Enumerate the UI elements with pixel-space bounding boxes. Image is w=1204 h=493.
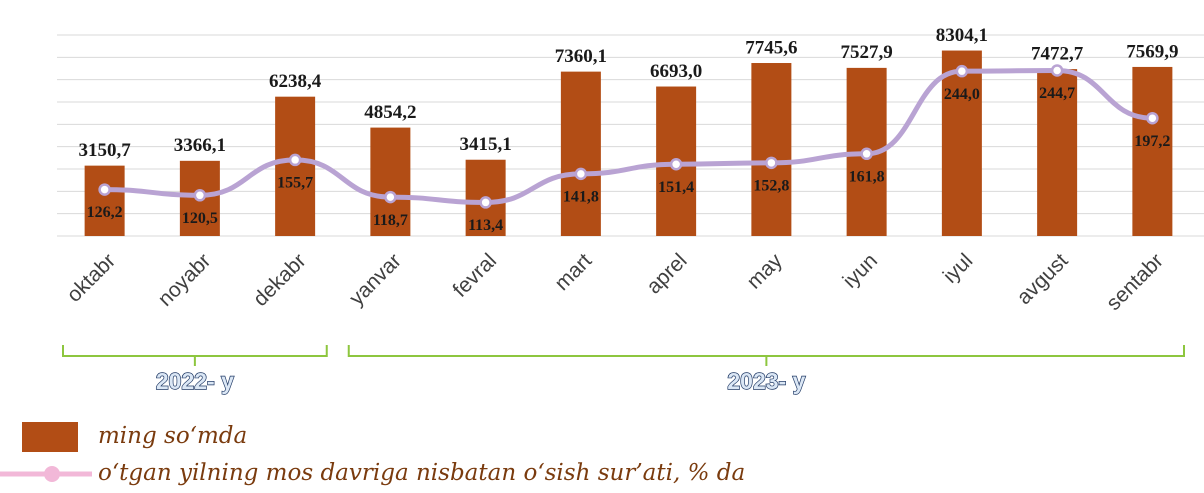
- bar-value-label: 7745,6: [745, 37, 797, 58]
- bar: [941, 50, 982, 237]
- line-marker: [955, 64, 969, 78]
- line-marker: [765, 156, 778, 170]
- bar: [275, 96, 316, 236]
- x-tick-label: oktabr: [63, 249, 121, 307]
- x-tick-label: fevral: [449, 249, 502, 302]
- x-tick-label: avgust: [1013, 249, 1073, 309]
- bar-value-label: 3415,1: [460, 134, 512, 155]
- line-value-label: 161,8: [849, 168, 885, 185]
- line-value-label: 155,7: [277, 175, 313, 192]
- line-marker: [288, 153, 302, 167]
- line-value-label: 118,7: [373, 212, 408, 229]
- bar-value-label: 6238,4: [269, 71, 322, 92]
- x-tick-label: aprel: [642, 249, 691, 298]
- line-marker: [479, 196, 492, 209]
- line-marker: [860, 147, 873, 161]
- x-tick-label: dekabr: [249, 249, 311, 311]
- bar: [751, 63, 792, 236]
- x-tick-label: mart: [550, 249, 596, 295]
- x-tick-label: yanvar: [345, 249, 406, 310]
- line-marker: [1050, 64, 1064, 77]
- x-tick-label: iyun: [839, 249, 883, 293]
- line-marker: [384, 190, 397, 204]
- bar-value-label: 8304,1: [936, 25, 988, 46]
- line-value-label: 197,2: [1134, 133, 1170, 150]
- bar: [84, 165, 125, 236]
- x-tick-label: noyabr: [154, 249, 216, 311]
- line-marker: [193, 189, 207, 202]
- line-value-label: 151,4: [658, 179, 694, 196]
- line-marker: [98, 183, 111, 196]
- bar-value-label: 7527,9: [841, 42, 893, 63]
- line-value-label: 120,5: [182, 210, 218, 227]
- x-tick-label: iyul: [939, 249, 978, 288]
- line-series: [104, 67, 1153, 205]
- bar-value-label: 7472,7: [1031, 43, 1084, 64]
- legend-swatch: [22, 422, 78, 452]
- line-value-label: 141,8: [563, 189, 599, 206]
- legend-label: o‘tgan yilning mos davriga nisbatan o‘si…: [98, 460, 745, 486]
- line-value-label: 152,8: [753, 178, 789, 195]
- group-bracket: [347, 345, 1185, 366]
- bar-value-label: 7569,9: [1126, 41, 1178, 62]
- bar-value-label: 4854,2: [364, 102, 416, 123]
- bar-value-label: 3366,1: [174, 135, 226, 156]
- line-value-label: 244,0: [944, 86, 980, 103]
- bar-value-label: 6693,0: [650, 61, 702, 82]
- line-value-label: 113,4: [468, 217, 503, 234]
- group-label: 2022- y: [156, 368, 234, 394]
- bar: [1037, 69, 1078, 236]
- x-tick-label: sentabr: [1102, 249, 1168, 315]
- group-label: 2023- y: [727, 368, 805, 394]
- line-value-label: 244,7: [1039, 85, 1075, 102]
- line-value-label: 126,2: [87, 204, 123, 221]
- bar-value-label: 7360,1: [555, 46, 607, 67]
- bar: [560, 71, 601, 236]
- line-marker: [669, 157, 683, 171]
- bar: [1132, 66, 1173, 236]
- legend-label: ming so‘mda: [98, 423, 247, 449]
- x-tick-label: may: [743, 249, 788, 294]
- legend-marker: [44, 466, 60, 482]
- line-marker: [1146, 111, 1159, 125]
- line-marker: [574, 167, 588, 181]
- bar: [370, 127, 411, 236]
- bar-value-label: 3150,7: [79, 140, 132, 161]
- group-bracket: [62, 345, 328, 366]
